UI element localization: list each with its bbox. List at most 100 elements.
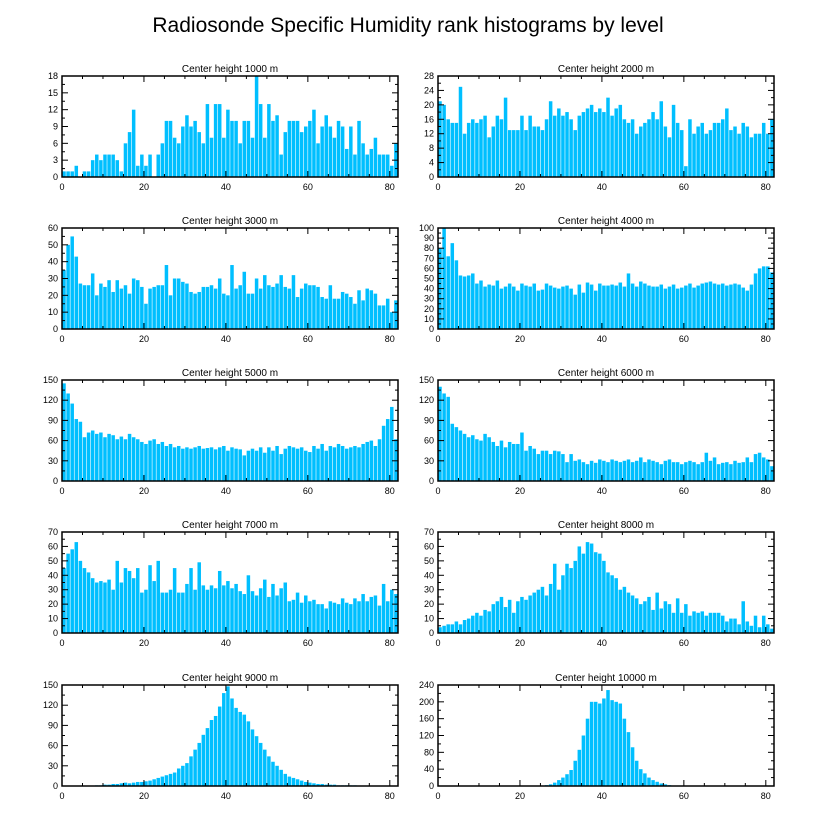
- y-tick-label: 3: [53, 155, 58, 165]
- x-tick-label: 60: [679, 486, 689, 496]
- bar: [704, 615, 709, 633]
- bar: [66, 393, 70, 481]
- bar: [90, 430, 95, 481]
- bar: [291, 275, 296, 329]
- bar: [602, 460, 606, 481]
- bar: [499, 440, 504, 481]
- bar: [86, 572, 91, 633]
- bar: [144, 443, 148, 481]
- bar: [148, 288, 152, 329]
- bar: [712, 122, 717, 177]
- bar: [209, 285, 214, 329]
- x-tick-label: 0: [59, 791, 64, 801]
- bar: [197, 445, 201, 481]
- bar: [377, 305, 382, 329]
- bar: [152, 439, 156, 481]
- y-tick-label: 0: [53, 172, 58, 182]
- bar: [263, 579, 267, 633]
- bar: [634, 460, 639, 481]
- bar: [585, 542, 590, 633]
- bar: [757, 452, 762, 481]
- bar: [487, 437, 491, 481]
- plot-frame: [61, 379, 399, 482]
- bar: [450, 243, 455, 329]
- bar: [692, 462, 696, 481]
- bar: [390, 589, 394, 633]
- bar: [103, 437, 107, 481]
- bar: [614, 285, 618, 329]
- y-tick-label: 90: [424, 415, 434, 425]
- bar: [753, 454, 758, 481]
- bar: [131, 782, 136, 786]
- bar: [332, 602, 337, 633]
- y-tick-label: 60: [48, 741, 58, 751]
- bar: [226, 295, 230, 329]
- bar: [209, 137, 214, 177]
- bar: [320, 443, 324, 481]
- bar: [168, 295, 173, 329]
- panel-title: Center height 1000 m: [182, 64, 278, 75]
- bar: [230, 698, 234, 786]
- bar: [275, 283, 279, 329]
- bar: [336, 120, 341, 177]
- bar: [373, 595, 378, 633]
- bar: [197, 132, 201, 177]
- bar: [115, 160, 120, 177]
- y-tick-label: 240: [419, 680, 434, 690]
- bar: [536, 290, 541, 329]
- bar: [659, 783, 664, 786]
- x-tick-label: 40: [597, 486, 607, 496]
- bar: [115, 439, 120, 481]
- bar: [561, 286, 565, 329]
- plot-frame: [437, 531, 775, 634]
- bar: [598, 108, 602, 177]
- bar: [548, 583, 553, 633]
- bar: [589, 701, 594, 786]
- bar: [741, 601, 745, 633]
- bar: [479, 615, 483, 633]
- x-tick-label: 0: [435, 791, 440, 801]
- bar: [349, 604, 353, 633]
- y-axis: 0 40 80 120 160 200 240: [419, 680, 774, 791]
- bar: [119, 171, 124, 177]
- bar: [712, 457, 717, 481]
- bar: [593, 112, 598, 177]
- bar: [462, 276, 467, 329]
- bar-series: [62, 383, 398, 481]
- bar: [361, 594, 365, 633]
- bar: [647, 459, 651, 481]
- bar: [357, 290, 361, 329]
- bar: [720, 615, 725, 633]
- bar: [454, 621, 459, 633]
- bar: [103, 154, 107, 177]
- bar: [536, 126, 541, 177]
- bar: [643, 601, 647, 633]
- y-tick-label: 70: [48, 527, 58, 537]
- bar: [176, 445, 181, 481]
- bar: [328, 601, 333, 633]
- bar: [271, 583, 275, 633]
- bar: [602, 698, 606, 786]
- bar: [127, 433, 132, 481]
- y-tick-label: 40: [48, 570, 58, 580]
- bar: [585, 464, 590, 481]
- bar: [107, 154, 111, 177]
- bar: [581, 292, 586, 329]
- bar: [622, 460, 627, 481]
- bar: [131, 437, 136, 481]
- bar: [561, 115, 565, 177]
- bar: [733, 460, 737, 481]
- bar: [688, 615, 692, 633]
- bar: [585, 282, 590, 329]
- bar: [663, 288, 668, 329]
- bar: [160, 441, 165, 481]
- bar: [614, 578, 618, 633]
- bar: [181, 126, 185, 177]
- x-tick-label: 20: [515, 334, 525, 344]
- plot-frame: [61, 684, 399, 787]
- bar: [659, 464, 664, 481]
- y-tick-label: 4: [429, 158, 434, 168]
- x-tick-label: 60: [303, 182, 313, 192]
- y-tick-label: 20: [424, 100, 434, 110]
- bar: [209, 585, 214, 633]
